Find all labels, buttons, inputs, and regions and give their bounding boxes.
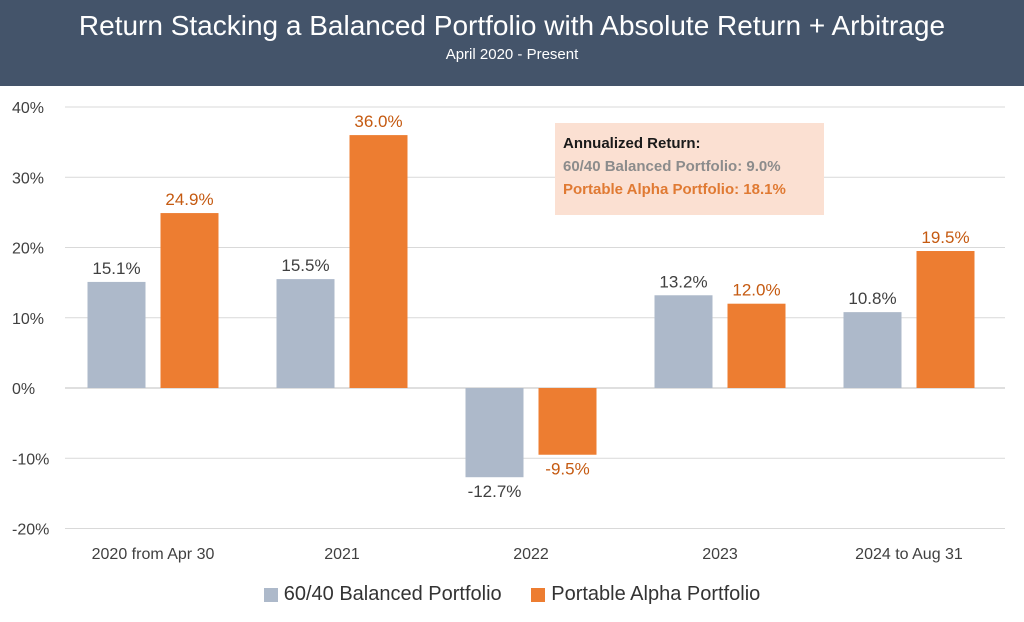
y-tick-label: 40%: [12, 100, 44, 117]
data-label-balanced: 10.8%: [848, 289, 896, 308]
x-tick-label: 2024 to Aug 31: [855, 546, 963, 563]
x-tick-label: 2023: [702, 546, 738, 563]
x-tick-label: 2021: [324, 546, 360, 563]
chart-header: Return Stacking a Balanced Portfolio wit…: [0, 0, 1024, 86]
bar-balanced: [87, 281, 146, 388]
legend-item-alpha: Portable Alpha Portfolio: [531, 583, 760, 606]
legend-item-balanced: 60/40 Balanced Portfolio: [263, 583, 502, 606]
data-label-alpha: 24.9%: [165, 190, 213, 209]
legend-swatch-alpha: [531, 587, 546, 602]
annualized-alpha-text: Portable Alpha Portfolio: 18.1%: [563, 181, 786, 198]
y-tick-label: 10%: [12, 311, 44, 328]
chart-title: Return Stacking a Balanced Portfolio wit…: [78, 10, 946, 41]
x-tick-label: 2022: [513, 546, 549, 563]
annualized-return-box: Annualized Return: 60/40 Balanced Portfo…: [555, 123, 824, 215]
chart-legend: 60/40 Balanced Portfolio Portable Alpha …: [0, 583, 1024, 608]
chart-subtitle: April 2020 - Present: [445, 46, 579, 63]
legend-label-alpha: Portable Alpha Portfolio: [551, 583, 761, 605]
data-label-balanced: -12.7%: [468, 482, 522, 501]
bar-alpha: [538, 388, 597, 455]
y-tick-label: 20%: [12, 241, 44, 258]
annualized-balanced-text: 60/40 Balanced Portfolio: 9.0%: [563, 158, 781, 175]
y-tick-label: -10%: [12, 451, 49, 468]
bar-balanced: [276, 279, 335, 388]
bar-alpha: [916, 251, 975, 388]
y-tick-label: -20%: [12, 522, 49, 539]
bar-balanced: [843, 312, 902, 388]
data-label-alpha: 19.5%: [921, 228, 969, 247]
data-label-balanced: 15.5%: [281, 256, 329, 275]
data-label-balanced: 15.1%: [92, 259, 140, 278]
bar-balanced: [654, 295, 713, 388]
data-label-alpha: 12.0%: [732, 281, 780, 300]
legend-label-balanced: 60/40 Balanced Portfolio: [283, 583, 502, 605]
y-tick-label: 0%: [12, 381, 35, 398]
y-tick-label: 30%: [12, 170, 44, 187]
bar-chart: 40% 30% 20% 10% 0% -10% -20% 2020 from Apr 30 15…: [12, 100, 1005, 563]
data-label-alpha: 36.0%: [354, 112, 402, 131]
bar-alpha: [349, 135, 408, 388]
legend-swatch-balanced: [263, 587, 278, 602]
data-label-balanced: 13.2%: [659, 272, 707, 291]
bar-balanced: [465, 388, 524, 478]
x-tick-label: 2020 from Apr 30: [92, 546, 215, 563]
data-label-alpha: -9.5%: [545, 460, 589, 479]
bar-alpha: [727, 303, 786, 388]
annualized-return-title: Annualized Return:: [563, 135, 701, 152]
bar-alpha: [160, 213, 219, 388]
